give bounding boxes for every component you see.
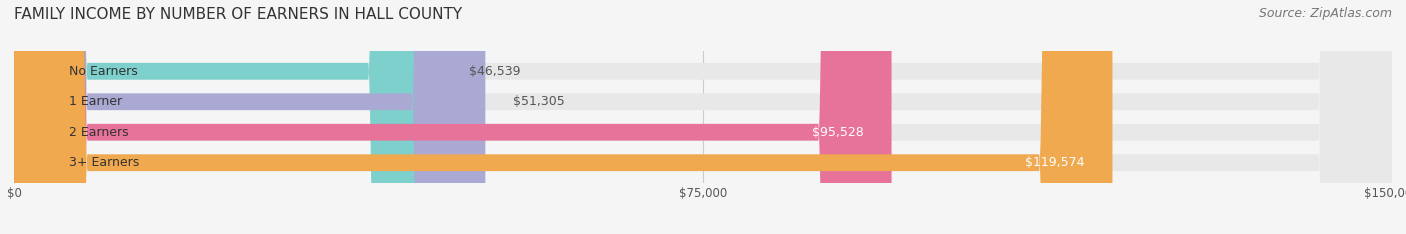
FancyBboxPatch shape: [14, 0, 891, 234]
Text: Source: ZipAtlas.com: Source: ZipAtlas.com: [1258, 7, 1392, 20]
Text: FAMILY INCOME BY NUMBER OF EARNERS IN HALL COUNTY: FAMILY INCOME BY NUMBER OF EARNERS IN HA…: [14, 7, 463, 22]
Text: $46,539: $46,539: [470, 65, 520, 78]
FancyBboxPatch shape: [14, 0, 441, 234]
FancyBboxPatch shape: [14, 0, 485, 234]
Text: 3+ Earners: 3+ Earners: [69, 156, 139, 169]
Text: No Earners: No Earners: [69, 65, 138, 78]
FancyBboxPatch shape: [14, 0, 1392, 234]
Text: 1 Earner: 1 Earner: [69, 95, 122, 108]
Text: 2 Earners: 2 Earners: [69, 126, 129, 139]
FancyBboxPatch shape: [14, 0, 1112, 234]
FancyBboxPatch shape: [14, 0, 1392, 234]
FancyBboxPatch shape: [14, 0, 1392, 234]
Text: $119,574: $119,574: [1025, 156, 1085, 169]
Text: $51,305: $51,305: [513, 95, 565, 108]
Text: $95,528: $95,528: [813, 126, 865, 139]
FancyBboxPatch shape: [14, 0, 1392, 234]
